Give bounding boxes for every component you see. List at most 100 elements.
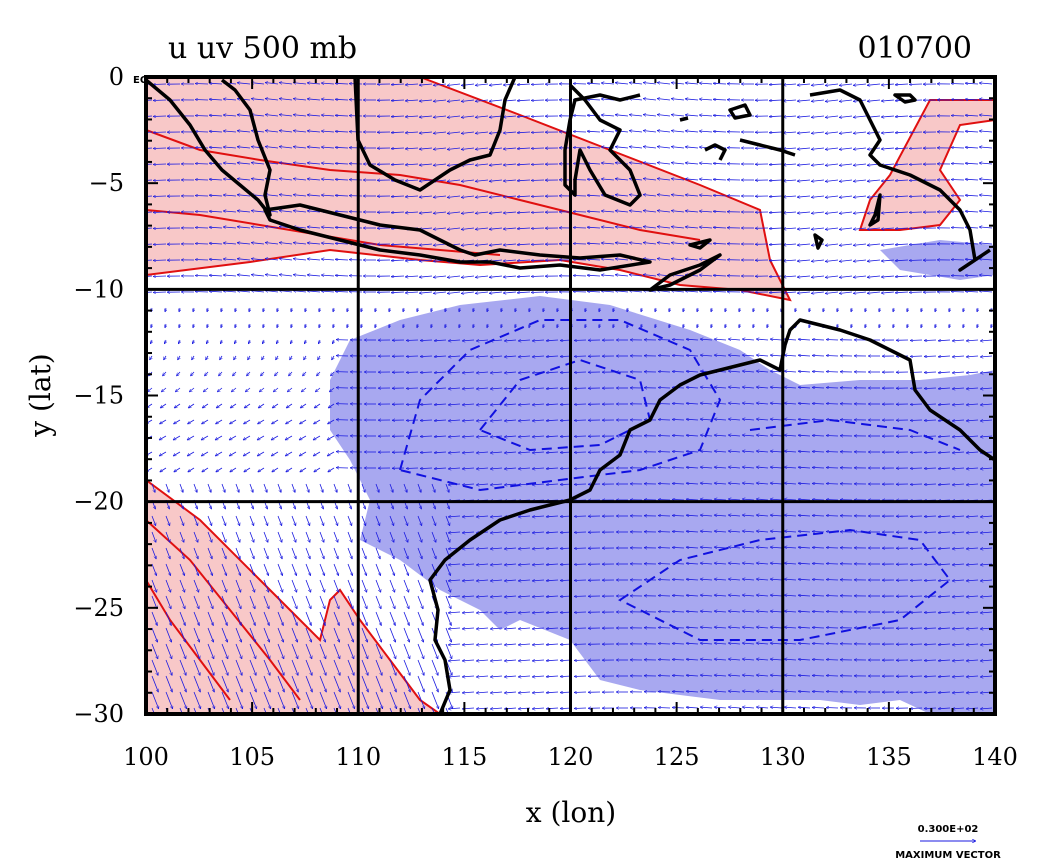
wind-vector-arrow — [406, 404, 419, 405]
wind-vector-arrow — [277, 531, 282, 543]
wind-vector-arrow — [627, 307, 628, 312]
wind-vector-arrow — [627, 323, 628, 328]
wind-vector-arrow — [965, 211, 979, 212]
wind-vector-arrow — [293, 243, 307, 244]
wind-vector-arrow — [979, 83, 993, 84]
wind-vector-arrow — [503, 260, 517, 261]
wind-vector-arrow — [503, 212, 517, 213]
wind-vector-arrow — [209, 195, 223, 196]
wind-vector-arrow — [839, 212, 853, 214]
wind-vector-arrow — [279, 115, 293, 117]
wind-vector-arrow — [910, 676, 923, 677]
wind-vector-arrow — [504, 404, 517, 405]
wind-vector-arrow — [462, 644, 475, 645]
wind-vector-arrow — [979, 179, 993, 180]
wind-vector-arrow — [361, 323, 362, 328]
wind-vector-arrow — [700, 403, 713, 404]
wind-vector-arrow — [249, 531, 254, 543]
wind-vector-arrow — [202, 467, 209, 473]
wind-vector-arrow — [504, 692, 517, 693]
wind-vector-arrow — [811, 292, 825, 293]
wind-vector-arrow — [574, 596, 587, 597]
wind-vector-arrow — [448, 420, 461, 421]
wind-vector-arrow — [419, 132, 433, 133]
wind-vector-arrow — [951, 196, 965, 197]
wind-vector-arrow — [249, 547, 254, 559]
wind-vector-arrow — [826, 420, 839, 421]
wind-vector-arrow — [910, 404, 923, 405]
wind-vector-arrow — [223, 115, 237, 116]
wind-vector-arrow — [405, 196, 419, 197]
wind-vector-arrow — [669, 307, 670, 312]
wind-vector-arrow — [257, 435, 265, 441]
wind-vector-arrow — [853, 196, 867, 197]
wind-vector-arrow — [189, 387, 195, 392]
wind-vector-arrow — [504, 388, 517, 389]
wind-vector-arrow — [686, 419, 699, 420]
wind-vector-arrow — [462, 340, 475, 341]
wind-vector-arrow — [851, 307, 852, 312]
wind-vector-arrow — [153, 244, 167, 245]
wind-vector-arrow — [979, 291, 993, 292]
wind-vector-arrow — [179, 323, 180, 328]
wind-vector-arrow — [405, 260, 419, 261]
wind-vector-arrow — [489, 116, 503, 117]
wind-vector-arrow — [685, 291, 699, 292]
wind-vector-arrow — [188, 467, 195, 473]
wind-vector-arrow — [335, 147, 349, 148]
wind-vector-arrow — [573, 260, 587, 261]
wind-vector-arrow — [203, 387, 209, 392]
wind-vector-arrow — [585, 323, 586, 328]
wind-vector-arrow — [419, 180, 433, 181]
wind-vector-arrow — [233, 355, 237, 360]
wind-vector-arrow — [476, 420, 489, 421]
wind-vector-arrow — [417, 659, 424, 676]
wind-vector-arrow — [153, 180, 167, 181]
wind-vector-arrow — [742, 355, 755, 356]
wind-vector-arrow — [825, 244, 839, 246]
wind-vector-arrow — [966, 404, 979, 405]
wind-vector-arrow — [299, 435, 307, 441]
x-tick-labels: 100 105 110 115 120 125 130 135 140 — [123, 743, 1018, 771]
wind-vector-arrow — [909, 132, 923, 133]
wind-vector-arrow — [503, 84, 517, 85]
wind-vector-arrow — [699, 99, 713, 100]
wind-vector-arrow — [952, 340, 965, 341]
wind-vector-arrow — [476, 436, 489, 437]
wind-vector-arrow — [910, 644, 923, 645]
wind-vector-arrow — [895, 84, 909, 85]
wind-vector-arrow — [476, 340, 489, 341]
wind-vector-arrow — [153, 148, 167, 149]
wind-vector-arrow — [965, 179, 979, 180]
wind-vector-arrow — [164, 339, 166, 344]
wind-vector-arrow — [601, 83, 615, 84]
wind-vector-arrow — [965, 131, 979, 132]
wind-vector-arrow — [839, 244, 853, 246]
wind-vector-arrow — [543, 323, 544, 328]
wind-vector-arrow — [798, 355, 811, 356]
wind-vector-arrow — [305, 307, 306, 312]
wind-vector-arrow — [419, 212, 433, 213]
wind-vector-arrow — [881, 132, 895, 133]
wind-vector-arrow — [531, 164, 545, 165]
wind-vector-arrow — [966, 372, 979, 373]
wind-vector-arrow — [249, 323, 250, 328]
wind-vector-arrow — [317, 355, 321, 360]
wind-vector-arrow — [272, 403, 279, 408]
wind-vector-arrow — [431, 659, 438, 676]
wind-vector-arrow — [146, 115, 153, 117]
wind-vector-arrow — [685, 227, 699, 228]
wind-vector-arrow — [461, 292, 475, 294]
wind-vector-arrow — [195, 116, 209, 117]
wind-vector-arrow — [230, 403, 237, 408]
wind-vector-arrow — [938, 372, 951, 373]
wind-vector-arrow — [335, 259, 349, 260]
wind-vector-arrow — [742, 707, 755, 708]
wind-vector-arrow — [277, 323, 278, 328]
wind-vector-arrow — [209, 259, 223, 260]
wind-vector-arrow — [574, 628, 587, 629]
wind-vector-arrow — [672, 339, 685, 340]
wind-vector-arrow — [979, 147, 993, 148]
wind-vector-arrow — [935, 307, 936, 312]
wind-vector-arrow — [980, 388, 993, 389]
